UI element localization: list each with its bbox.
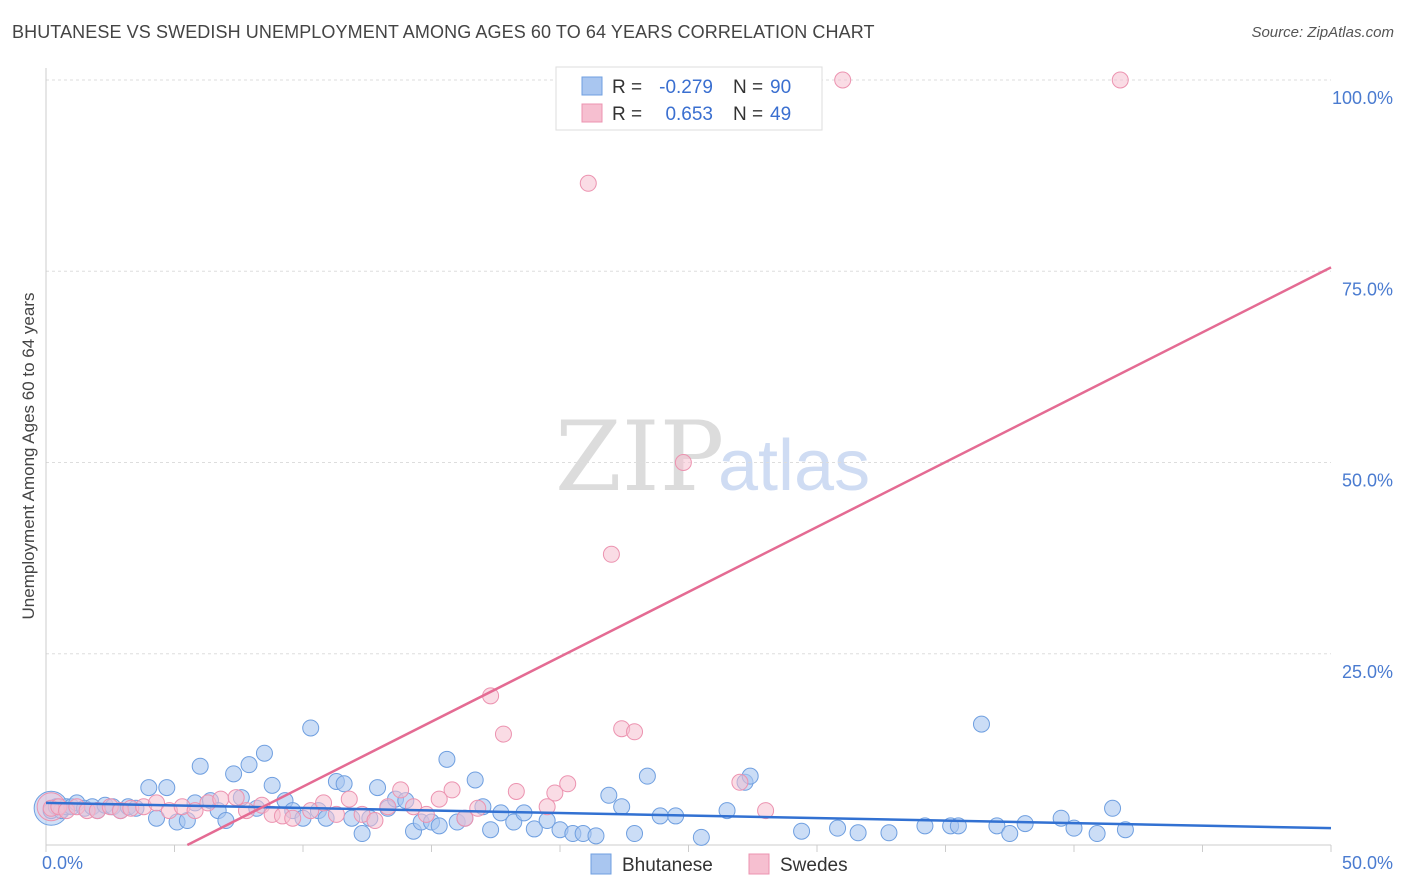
bottom-legend-swedes: Swedes (780, 855, 848, 876)
swedes-point (469, 799, 487, 817)
swedes-point (392, 781, 410, 799)
swedes-point (284, 809, 302, 827)
bhutanese-point (140, 779, 158, 797)
bhutanese-point (849, 824, 867, 842)
swedes-point (602, 545, 620, 563)
bhutanese-point (972, 715, 990, 733)
bhutanese-point (626, 825, 644, 843)
bhutanese-point (482, 821, 500, 839)
legend-swatch-swedes (581, 103, 603, 123)
bhutanese-point (587, 827, 605, 845)
y-tick-label: 75.0% (1342, 279, 1393, 299)
bhutanese-point (916, 817, 934, 835)
series-legend: Bhutanese Swedes (590, 853, 848, 876)
bhutanese-point (225, 765, 243, 783)
bhutanese-point (1104, 799, 1122, 817)
swedes-point (148, 794, 166, 812)
legend-n-label-1: N = (733, 77, 763, 98)
bottom-legend-bhutanese: Bhutanese (622, 855, 713, 876)
bhutanese-point (613, 798, 631, 816)
swedes-point (559, 775, 577, 793)
bhutanese-point (793, 822, 811, 840)
bhutanese-point (1116, 821, 1134, 839)
legend-r-value-1: -0.279 (659, 77, 713, 98)
bhutanese-point (240, 756, 258, 774)
swedes-point (626, 723, 644, 741)
legend-swatch-bhutanese (581, 76, 603, 96)
bhutanese-point (829, 819, 847, 837)
swedes-point (302, 802, 320, 820)
swedes-point (340, 790, 358, 808)
y-tick-label: 100.0% (1332, 88, 1393, 108)
swedes-point (507, 782, 525, 800)
swedes-point (834, 71, 852, 89)
swedes-point (1111, 71, 1129, 89)
swedes-point (315, 794, 333, 812)
bhutanese-point (638, 767, 656, 785)
bhutanese-point (191, 757, 209, 775)
swedes-point (327, 805, 345, 823)
swedes-point (731, 773, 749, 791)
chart-title: BHUTANESE VS SWEDISH UNEMPLOYMENT AMONG … (12, 22, 875, 42)
x-tick-label: 0.0% (42, 853, 83, 873)
y-tick-label: 50.0% (1342, 471, 1393, 491)
watermark-atlas: atlas (718, 426, 870, 506)
bhutanese-point (438, 750, 456, 768)
bhutanese-point (158, 779, 176, 797)
swedes-point (212, 790, 230, 808)
swedes-trendline (186, 266, 1332, 847)
watermark-zip: ZIP (555, 401, 724, 513)
bhutanese-point (1016, 815, 1034, 833)
x-tick-label: 50.0% (1342, 853, 1393, 873)
legend-n-value-2: 49 (770, 104, 791, 125)
swedes-point (417, 805, 435, 823)
bhutanese-point (692, 828, 710, 846)
legend-r-value-2: 0.653 (665, 104, 713, 125)
bhutanese-point (1001, 825, 1019, 843)
bottom-legend-swatch-swedes (748, 853, 770, 875)
bhutanese-point (430, 817, 448, 835)
bhutanese-point (335, 775, 353, 793)
swedes-point (366, 812, 384, 830)
swedes-point (379, 798, 397, 816)
bhutanese-point (466, 771, 484, 789)
swedes-point (757, 802, 775, 820)
bhutanese-point (353, 825, 371, 843)
bhutanese-point (880, 824, 898, 842)
swedes-point (494, 725, 512, 743)
bhutanese-point (302, 719, 320, 737)
y-tick-label: 25.0% (1342, 662, 1393, 682)
stats-legend: R = -0.279 N = 90 R = 0.653 N = 49 (555, 66, 823, 131)
swedes-point (674, 454, 692, 471)
swedes-point (538, 798, 556, 816)
legend-r-label-2: R = (612, 104, 642, 125)
legend-r-label-1: R = (612, 77, 642, 98)
bhutanese-point (600, 786, 618, 804)
swedes-point (430, 790, 448, 808)
bhutanese-point (369, 779, 387, 797)
swedes-point (443, 781, 461, 799)
bhutanese-point (718, 802, 736, 820)
swedes-point (546, 784, 564, 802)
source-label: Source: ZipAtlas.com (1251, 24, 1394, 41)
legend-n-label-2: N = (733, 104, 763, 125)
bhutanese-point (1088, 825, 1106, 843)
bhutanese-point (255, 744, 273, 762)
swedes-point (227, 789, 245, 807)
bhutanese-point (263, 776, 281, 794)
bhutanese-trendline (45, 801, 1332, 830)
bottom-legend-swatch-bhutanese (590, 853, 612, 875)
legend-n-value-1: 90 (770, 77, 791, 98)
bhutanese-point (525, 820, 543, 838)
swedes-point (579, 174, 597, 192)
